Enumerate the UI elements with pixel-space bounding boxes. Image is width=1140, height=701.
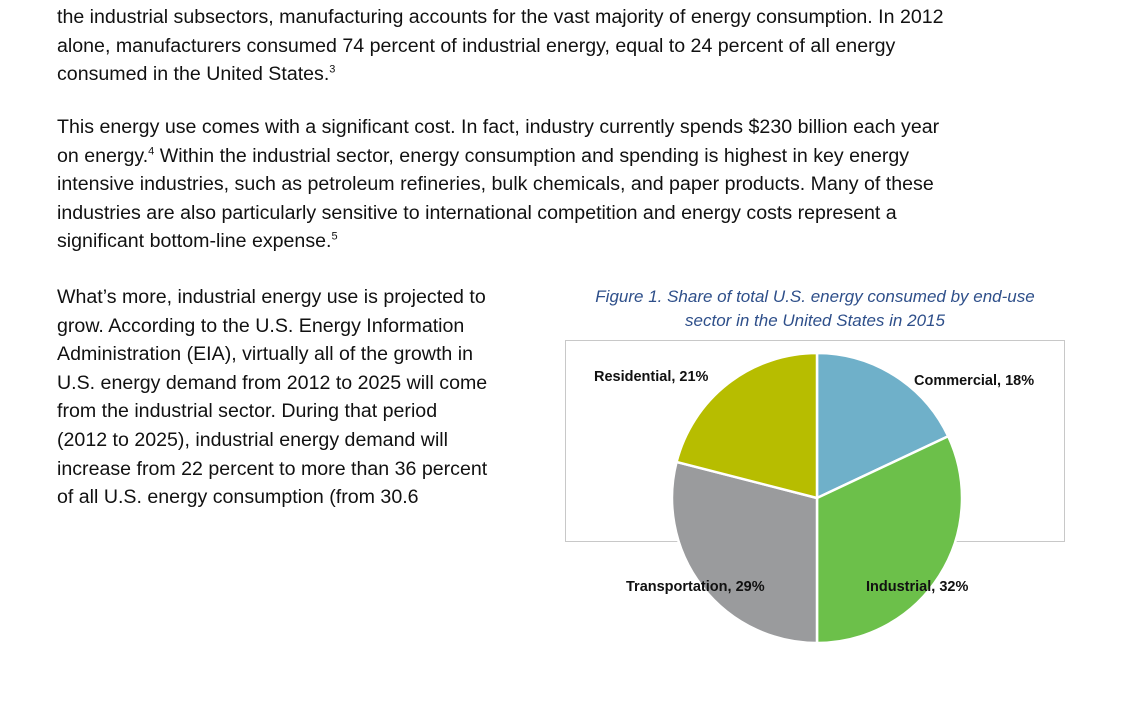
figure-caption: Figure 1. Share of total U.S. energy con…	[560, 285, 1070, 332]
text-line: alone, manufacturers consumed 74 percent…	[57, 34, 896, 57]
text-line: What’s more, industrial energy use is pr…	[57, 286, 486, 308]
text-line: intensive industries, such as petroleum …	[57, 173, 934, 196]
text-line: significant bottom-line expense.5	[57, 227, 939, 256]
text-line: grow. According to the U.S. Energy Infor…	[57, 314, 465, 337]
text-line: Administration (EIA), virtually all of t…	[57, 343, 473, 366]
text-line: on energy.4 Within the industrial sector…	[57, 142, 939, 171]
text-line: industries are also particularly sensiti…	[57, 201, 897, 224]
text-line: of all U.S. energy consumption (from 30.…	[57, 486, 419, 509]
footnote-ref[interactable]: 3	[329, 63, 336, 76]
text-fragment: on energy.	[57, 144, 149, 167]
caption-line: sector in the United States in 2015	[685, 310, 945, 330]
text-line: increase from 22 percent to more than 36…	[57, 457, 488, 480]
pie-chart: Commercial, 18% Industrial, 32% Transporta…	[594, 351, 1034, 645]
text-line: consumed in the United States.3	[57, 60, 944, 89]
text-line: This energy use comes with a significant…	[57, 116, 940, 138]
paragraph-manufacturing: the industrial subsectors, manufacturing…	[57, 3, 944, 89]
text-fragment: Within the industrial sector, energy con…	[154, 144, 910, 167]
text-fragment: significant bottom-line expense.	[57, 230, 332, 253]
pie-label-industrial: Industrial, 32%	[866, 579, 968, 595]
pie-chart-frame: Commercial, 18% Industrial, 32% Transporta…	[565, 340, 1065, 645]
footnote-ref[interactable]: 4	[148, 145, 155, 158]
text-line: (2012 to 2025), industrial energy demand…	[57, 428, 449, 451]
pie-slice-residential	[675, 351, 819, 500]
pie-label-residential: Residential, 21%	[594, 369, 709, 385]
paragraph-energy-cost: This energy use comes with a significant…	[57, 113, 939, 256]
pie-label-transportation: Transportation, 29%	[626, 579, 765, 595]
caption-line: Figure 1. Share of total U.S. energy con…	[595, 287, 1035, 306]
text-line: the industrial subsectors, manufacturing…	[57, 6, 944, 28]
paragraph-projection: What’s more, industrial energy use is pr…	[57, 283, 487, 512]
text-line: from the industrial sector. During that …	[57, 400, 438, 423]
pie-label-commercial: Commercial, 18%	[914, 373, 1034, 389]
text-line: U.S. energy demand from 2012 to 2025 wil…	[57, 371, 488, 394]
text-fragment: consumed in the United States.	[57, 63, 330, 86]
pie-slice-commercial	[815, 351, 950, 500]
footnote-ref[interactable]: 5	[331, 230, 338, 243]
